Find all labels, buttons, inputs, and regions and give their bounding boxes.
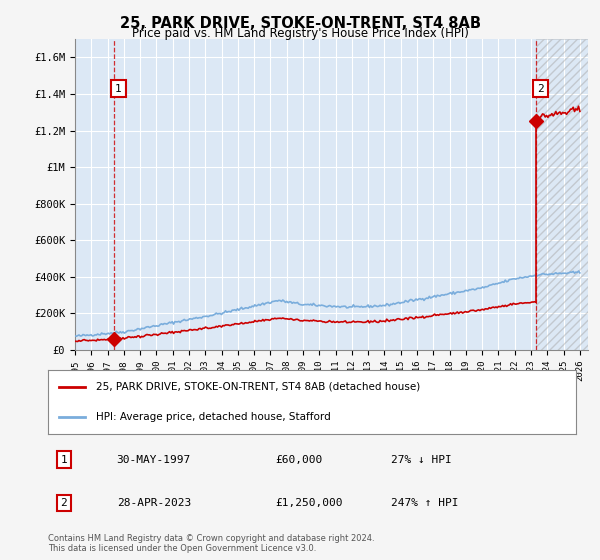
Text: 247% ↑ HPI: 247% ↑ HPI [391, 498, 459, 508]
Text: 1: 1 [115, 83, 122, 94]
Text: 30-MAY-1997: 30-MAY-1997 [116, 455, 191, 465]
Text: 2: 2 [537, 83, 544, 94]
Text: 1: 1 [61, 455, 67, 465]
Text: 25, PARK DRIVE, STOKE-ON-TRENT, ST4 8AB (detached house): 25, PARK DRIVE, STOKE-ON-TRENT, ST4 8AB … [95, 382, 420, 392]
Text: £1,250,000: £1,250,000 [275, 498, 343, 508]
Text: 27% ↓ HPI: 27% ↓ HPI [391, 455, 452, 465]
Text: 28-APR-2023: 28-APR-2023 [116, 498, 191, 508]
Text: Price paid vs. HM Land Registry's House Price Index (HPI): Price paid vs. HM Land Registry's House … [131, 27, 469, 40]
Text: 2: 2 [61, 498, 67, 508]
Text: 25, PARK DRIVE, STOKE-ON-TRENT, ST4 8AB: 25, PARK DRIVE, STOKE-ON-TRENT, ST4 8AB [119, 16, 481, 31]
Text: HPI: Average price, detached house, Stafford: HPI: Average price, detached house, Staf… [95, 412, 330, 422]
Text: £60,000: £60,000 [275, 455, 322, 465]
Text: Contains HM Land Registry data © Crown copyright and database right 2024.
This d: Contains HM Land Registry data © Crown c… [48, 534, 374, 553]
